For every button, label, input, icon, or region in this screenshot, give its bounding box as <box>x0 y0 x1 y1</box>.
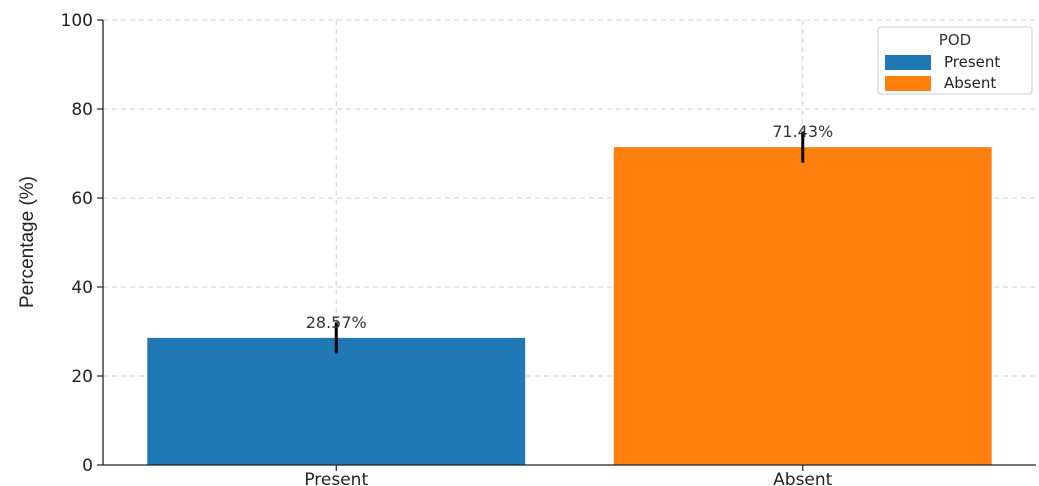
bar-absent <box>613 147 992 465</box>
y-tick-label: 20 <box>71 367 93 387</box>
axes-layer <box>102 20 1036 466</box>
legend-swatch-absent <box>885 76 931 91</box>
legend-swatch-present <box>885 55 931 70</box>
legend-title: POD <box>939 31 971 49</box>
y-tick-label: 80 <box>71 100 93 120</box>
legend-label-present: Present <box>944 53 1000 71</box>
y-tick-label: 100 <box>61 11 93 31</box>
bar-present <box>147 337 526 465</box>
legend-label-absent: Absent <box>944 74 996 92</box>
y-tick-label: 40 <box>71 278 93 298</box>
legend: POD Present Absent <box>877 26 1033 95</box>
y-axis-label: Percentage (%) <box>17 176 38 308</box>
bars-layer <box>147 131 992 465</box>
legend-entries: Present Absent <box>885 53 1000 92</box>
data-label-present: 28.57% <box>306 313 367 332</box>
x-tick-label: Present <box>304 470 368 486</box>
y-tick-label: 0 <box>82 456 93 476</box>
y-tick-label: 60 <box>71 189 93 209</box>
x-tick-label: Absent <box>773 470 833 486</box>
data-label-absent: 71.43% <box>772 122 833 141</box>
labels-layer: 28.57% 71.43% <box>306 122 834 332</box>
ticks-layer: 0 20 40 60 80 100 Present Absent <box>61 11 833 486</box>
